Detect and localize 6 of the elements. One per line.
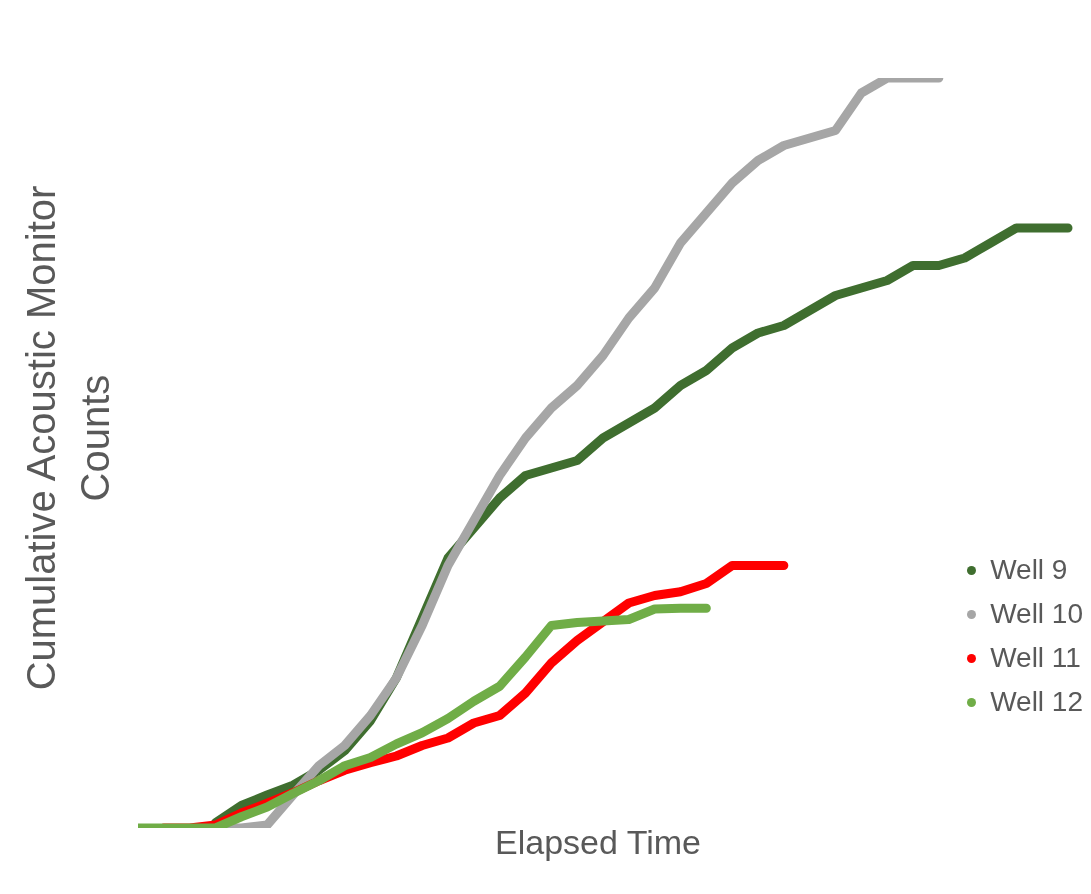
y-axis-title: Cumulative Acoustic Monitor Counts xyxy=(18,184,118,693)
legend-label: Well 10 xyxy=(990,597,1083,631)
legend-label: Well 12 xyxy=(990,685,1083,719)
x-axis-title: Elapsed Time xyxy=(494,823,702,862)
legend-label: Well 11 xyxy=(990,641,1081,675)
legend-label: Well 9 xyxy=(990,553,1068,587)
